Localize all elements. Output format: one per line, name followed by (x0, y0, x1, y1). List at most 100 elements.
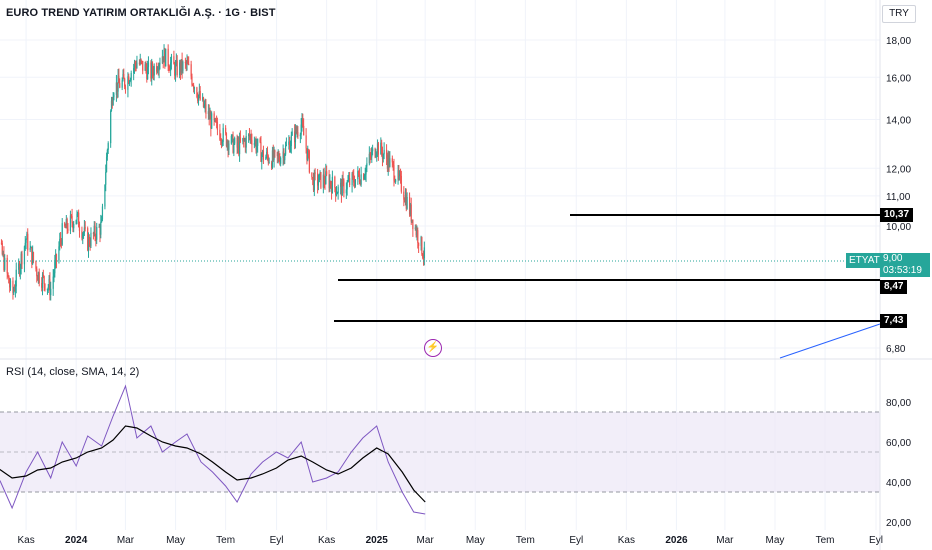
candle-down (279, 160, 281, 164)
time-tick-label: Mar (716, 535, 734, 546)
candle-down (266, 151, 269, 157)
candle-up (399, 174, 401, 177)
candle-up (170, 62, 172, 71)
candle-down (72, 222, 74, 229)
candle-up (307, 150, 309, 160)
trend-line[interactable] (779, 323, 881, 359)
candle-up (238, 137, 241, 155)
candle-up (58, 246, 60, 261)
candle-up (423, 247, 425, 259)
candle-down (353, 182, 356, 187)
candle-down (146, 69, 148, 80)
candle-up (139, 59, 141, 64)
candle-up (47, 287, 49, 289)
candle-down (27, 233, 29, 251)
candle-down (225, 127, 227, 134)
candle-down (116, 82, 118, 92)
candle-down (324, 182, 326, 184)
time-tick-label: Tem (216, 535, 235, 546)
candle-down (239, 137, 242, 142)
candle-up (144, 64, 146, 71)
candle-up (383, 149, 385, 155)
candle-down (216, 121, 218, 123)
candle-down (215, 118, 217, 122)
candle-up (61, 223, 63, 245)
level-tag-8-47: 8,47 (880, 280, 908, 294)
candle-down (404, 199, 406, 203)
candle-down (255, 140, 257, 151)
candle-up (105, 156, 108, 173)
candle-down (124, 86, 127, 90)
candle-up (339, 182, 342, 187)
candle-up (165, 48, 167, 67)
candle-up (179, 62, 181, 76)
candle-down (422, 257, 425, 259)
candle-down (35, 260, 37, 269)
time-tick-label: Kas (17, 535, 34, 546)
candle-up (351, 173, 353, 186)
candle-down (370, 155, 372, 158)
rsi-tick-label: 80,00 (886, 398, 911, 409)
candle-down (236, 137, 238, 148)
candle-down (289, 141, 291, 152)
time-tick-label: Eyl (869, 535, 883, 546)
candle-up (397, 170, 399, 180)
rsi-indicator-label[interactable]: RSI (14, close, SMA, 14, 2) (6, 366, 140, 378)
candle-down (78, 227, 81, 231)
candle-up (226, 141, 228, 147)
candle-up (151, 64, 153, 79)
candle-up (73, 224, 75, 229)
candle-up (107, 143, 109, 150)
candle-up (376, 152, 378, 156)
candle-up (319, 172, 321, 174)
candle-up (182, 62, 184, 71)
candle-up (147, 62, 150, 67)
candle-up (90, 232, 92, 246)
candle-up (329, 181, 331, 189)
rsi-tick-label: 20,00 (886, 518, 911, 529)
candle-down (227, 141, 229, 150)
candle-up (365, 166, 367, 175)
candle-down (181, 59, 183, 71)
time-tick-label: 2024 (65, 535, 88, 546)
candle-down (392, 162, 394, 166)
candle-down (412, 219, 414, 230)
candle-up (364, 174, 366, 177)
candle-up (404, 194, 407, 203)
candle-up (82, 233, 84, 239)
candle-up (222, 127, 224, 142)
candle-down (55, 254, 58, 261)
candle-down (196, 87, 198, 98)
candle-down (92, 232, 95, 234)
candle-down (311, 172, 313, 178)
candle-up (4, 257, 6, 270)
candle-down (381, 152, 384, 159)
candle-down (238, 142, 240, 155)
lightning-icon[interactable]: ⚡ (424, 339, 442, 357)
candle-down (398, 170, 400, 177)
time-tick-label: Eyl (270, 535, 284, 546)
candle-up (18, 263, 20, 270)
candle-up (256, 145, 258, 151)
candle-up (147, 66, 149, 80)
candle-up (366, 163, 368, 167)
currency-button[interactable]: TRY (882, 5, 916, 23)
price-tick-label: 11,00 (886, 192, 911, 203)
candle-down (123, 74, 125, 79)
candle-up (158, 64, 160, 71)
candle-down (3, 253, 5, 270)
candle-up (282, 151, 284, 158)
candle-down (283, 151, 285, 161)
candle-up (363, 176, 366, 180)
candle-down (219, 129, 221, 140)
candle-up (110, 100, 113, 112)
candle-down (312, 177, 314, 179)
candle-up (300, 124, 302, 135)
candle-down (173, 56, 175, 65)
candle-up (202, 97, 204, 100)
candle-down (193, 84, 195, 89)
candle-down (135, 65, 137, 68)
candle-up (265, 156, 267, 160)
candle-down (381, 142, 383, 153)
